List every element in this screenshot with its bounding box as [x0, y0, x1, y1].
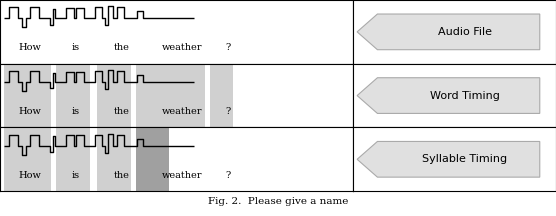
Text: is: is — [72, 107, 80, 116]
Bar — [3, 127, 51, 191]
Text: How: How — [18, 43, 42, 52]
Bar — [3, 64, 51, 127]
Polygon shape — [357, 78, 540, 113]
Text: the: the — [114, 43, 130, 52]
Bar — [97, 127, 131, 191]
Text: the: the — [114, 171, 130, 180]
Bar — [210, 64, 233, 127]
Text: Audio File: Audio File — [438, 27, 492, 37]
Bar — [136, 127, 170, 191]
Text: How: How — [18, 171, 42, 180]
Text: the: the — [114, 107, 130, 116]
Text: weather: weather — [162, 43, 202, 52]
Text: weather: weather — [162, 107, 202, 116]
Text: Word Timing: Word Timing — [430, 91, 500, 101]
Text: ?: ? — [225, 107, 230, 116]
Bar — [57, 64, 90, 127]
Text: is: is — [72, 171, 80, 180]
Text: is: is — [72, 43, 80, 52]
Polygon shape — [357, 14, 540, 50]
Text: ?: ? — [225, 171, 230, 180]
Text: weather: weather — [162, 171, 202, 180]
Text: Syllable Timing: Syllable Timing — [422, 154, 507, 164]
Bar — [97, 64, 131, 127]
Text: Fig. 2.  Please give a name: Fig. 2. Please give a name — [208, 197, 348, 206]
Bar — [57, 127, 90, 191]
Bar — [136, 64, 205, 127]
Text: ?: ? — [225, 43, 230, 52]
Text: How: How — [18, 107, 42, 116]
Polygon shape — [357, 141, 540, 177]
